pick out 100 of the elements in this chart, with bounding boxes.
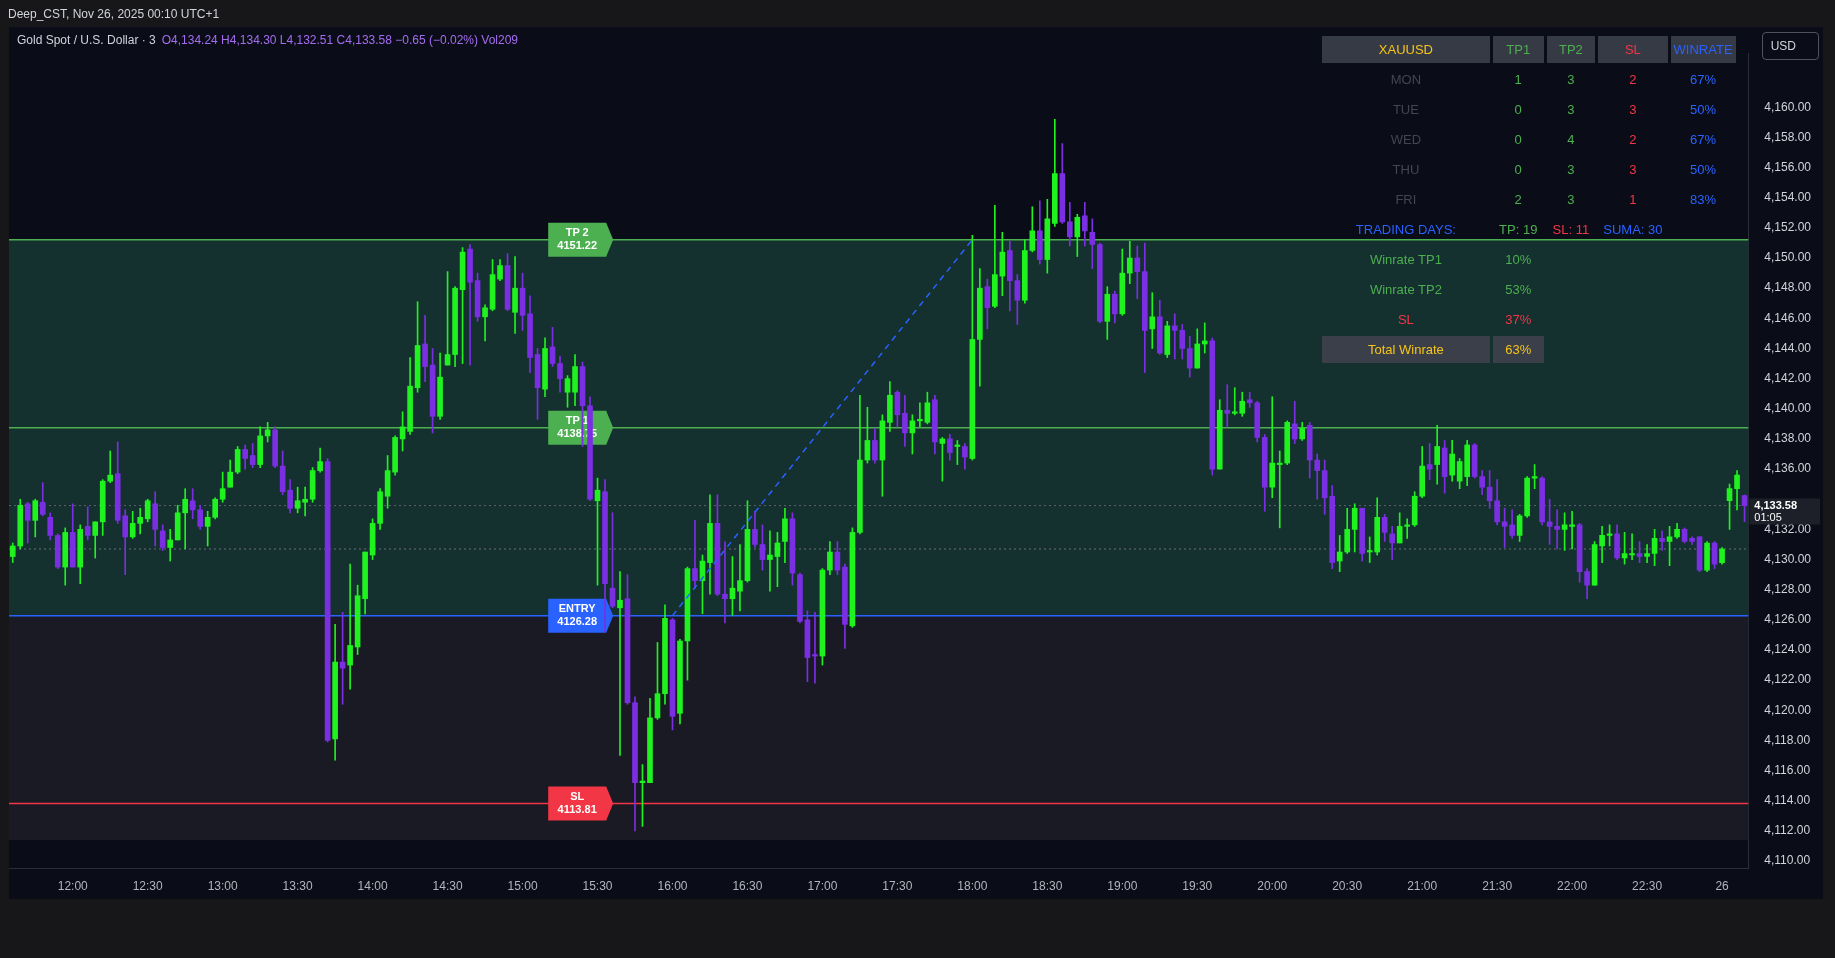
y-tick-label: 4,158.00 [1764, 129, 1812, 144]
candlestick [812, 611, 818, 684]
y-tick-label: 4,126.00 [1764, 612, 1812, 627]
annotation: 50% [1689, 101, 1718, 119]
annotation: SL [1396, 311, 1415, 329]
x-tick-label: 13:30 [282, 879, 313, 894]
annotation: 3 [1566, 161, 1576, 179]
candlestick [1276, 450, 1283, 529]
annotation: TRADING DAYS: [1354, 221, 1457, 239]
annotation: 83% [1689, 191, 1718, 209]
annotation: FRI [1394, 191, 1418, 209]
candlestick [1336, 535, 1343, 572]
y-tick-label: 4,124.00 [1764, 642, 1812, 657]
y-tick-label: 4,146.00 [1764, 310, 1812, 325]
annotation: 53% [1504, 281, 1533, 299]
annotation: Total Winrate [1322, 336, 1490, 363]
candlestick [767, 530, 773, 592]
candlestick [347, 563, 353, 690]
y-tick-label: 4,152.00 [1764, 220, 1812, 235]
annotation: 2 [1628, 71, 1638, 89]
annotation: WED [1389, 131, 1423, 149]
x-tick-label: 17:00 [807, 879, 838, 894]
x-tick-label: 20:00 [1257, 879, 1288, 894]
x-tick-label: 21:00 [1407, 879, 1438, 894]
y-tick-label: 4,132.00 [1764, 521, 1812, 536]
x-tick-label: 13:00 [207, 879, 238, 894]
y-tick-label: 4,156.00 [1764, 159, 1812, 174]
annotation: TP: 19 [1498, 221, 1539, 239]
annotation: 3 [1628, 161, 1638, 179]
y-tick-label: 4,130.00 [1764, 551, 1812, 566]
annotation: TP1 [1492, 36, 1544, 63]
annotation: 37% [1504, 311, 1533, 329]
annotation: 63% [1492, 336, 1544, 363]
y-tick-label: 4,118.00 [1764, 732, 1811, 747]
annotation: 3 [1566, 191, 1576, 209]
annotation: Winrate TP2 [1368, 281, 1443, 299]
annotation: WINRATE [1670, 36, 1736, 63]
y-tick-label: 4,122.00 [1764, 672, 1812, 687]
x-tick-label: 20:30 [1332, 879, 1363, 894]
x-tick-label: 16:30 [732, 879, 763, 894]
x-tick-label: 18:00 [957, 879, 988, 894]
x-tick-label: 19:00 [1107, 879, 1138, 894]
candlestick [1629, 533, 1635, 560]
candlestick [1269, 396, 1276, 499]
x-tick-label: 17:30 [882, 879, 913, 894]
y-tick-label: 4,112.00 [1764, 823, 1811, 838]
y-tick-label: 4,144.00 [1764, 340, 1812, 355]
annotation: 10% [1504, 251, 1533, 269]
y-tick-label: 4,120.00 [1764, 702, 1812, 717]
candlestick [1554, 509, 1560, 550]
candlestick [1314, 453, 1321, 500]
annotation: 0 [1513, 101, 1523, 119]
candlestick [1224, 384, 1231, 428]
y-tick-label: 4,154.00 [1764, 190, 1812, 205]
candlestick [722, 541, 728, 624]
candlestick [302, 486, 308, 517]
x-tick-label: 18:30 [1032, 879, 1063, 894]
annotation: Winrate TP1 [1368, 251, 1443, 269]
y-tick-label: 4,116.00 [1764, 762, 1811, 777]
ref-line-label: SL 4113.81 [557, 790, 597, 816]
annotation: 67% [1689, 131, 1718, 149]
annotation: 3 [1628, 101, 1638, 119]
x-tick-label: 22:00 [1557, 879, 1588, 894]
annotation: 4 [1566, 131, 1576, 149]
y-tick-label: 4,114.00 [1764, 793, 1811, 808]
chart-subtitle: O4,134.24 H4,134.30 L4,132.51 C4,133.58 −0.65 (−0.02%) Vol209 [161, 33, 519, 47]
x-tick-label: 15:00 [507, 879, 538, 894]
x-tick-label: 16:00 [657, 879, 688, 894]
text: USD [1761, 32, 1819, 60]
annotation: SL: 11 [1551, 221, 1591, 239]
candlestick [1149, 292, 1156, 349]
y-tick-label: 4,110.00 [1764, 853, 1811, 868]
annotation: 2 [1513, 191, 1523, 209]
y-tick-label: 4,136.00 [1764, 461, 1812, 476]
x-tick-label: 21:30 [1482, 879, 1513, 894]
candlestick [917, 402, 923, 428]
chart-title: Gold Spot / U.S. Dollar · 3 [17, 33, 156, 47]
y-tick-label: 4,150.00 [1764, 250, 1812, 265]
ref-line-label: ENTRY 4126.28 [557, 602, 598, 628]
candlestick [1569, 510, 1575, 550]
candlestick [107, 450, 114, 483]
y-tick-label: 4,138.00 [1764, 431, 1812, 446]
candlestick [692, 520, 698, 589]
x-tick-label: 26 [1715, 879, 1730, 894]
y-tick-label: 4,140.00 [1764, 401, 1812, 416]
annotation: 50% [1689, 161, 1718, 179]
annotation: 0 [1513, 161, 1523, 179]
y-tick-label: 4,128.00 [1764, 582, 1812, 597]
annotation: 1 [1628, 191, 1638, 209]
x-tick-label: 14:00 [357, 879, 388, 894]
ref-line-label: 4,133.58 [1754, 498, 1798, 511]
annotation: 67% [1689, 71, 1718, 89]
text: Deep_CST, Nov 26, 2025 00:10 UTC+1 [8, 7, 220, 21]
x-tick-label: 12:00 [57, 879, 89, 894]
ref-line-label: TP 2 4151.22 [557, 226, 598, 252]
text: 01:05 [1754, 510, 1782, 523]
annotation: TP2 [1546, 36, 1596, 63]
annotation: 2 [1628, 131, 1638, 149]
candlestick [617, 571, 623, 756]
x-tick-label: 19:30 [1182, 879, 1213, 894]
